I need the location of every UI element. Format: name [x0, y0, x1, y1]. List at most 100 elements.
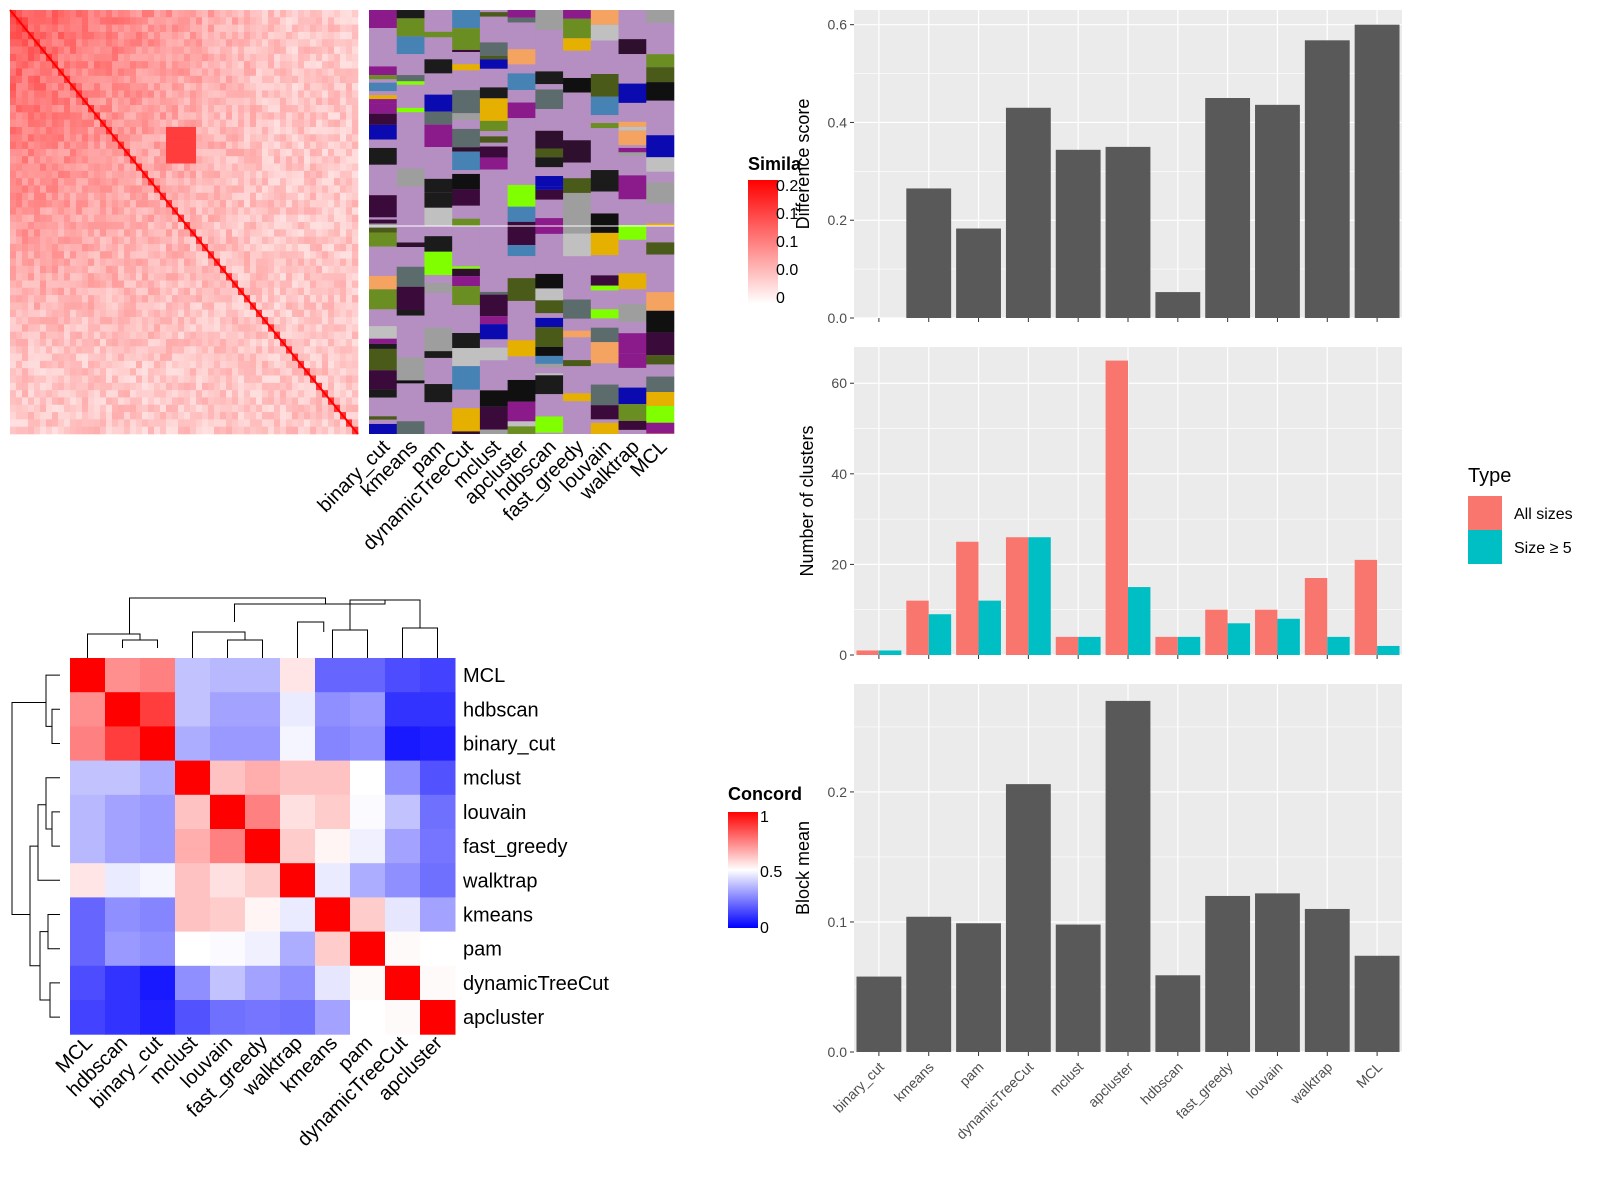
similarity-cell [328, 287, 335, 296]
similarity-cell [124, 412, 131, 420]
similarity-cell [346, 214, 353, 223]
similarity-cell [226, 112, 233, 120]
similarity-cell [154, 236, 161, 245]
similarity-cell [154, 222, 161, 230]
similarity-cell [88, 236, 95, 245]
similarity-cell [238, 170, 245, 179]
similarity-cell [196, 170, 203, 179]
similarity-cell [160, 346, 167, 354]
similarity-cell [286, 61, 293, 69]
similarity-cell [304, 229, 311, 237]
similarity-cell [208, 192, 215, 201]
similarity-cell [40, 53, 47, 62]
similarity-cell [10, 397, 17, 406]
similarity-cell [178, 251, 185, 259]
similarity-cell [274, 390, 281, 398]
similarity-cell [148, 141, 155, 150]
similarity-cell [244, 397, 251, 406]
similarity-cell [10, 192, 17, 201]
similarity-cell [112, 53, 119, 62]
similarity-cell [316, 375, 323, 384]
similarity-cell [46, 243, 53, 252]
similarity-cell [142, 192, 149, 201]
similarity-cell [52, 324, 59, 332]
similarity-cell [52, 273, 59, 281]
similarity-cell [316, 207, 323, 215]
similarity-cell [220, 419, 227, 427]
similarity-cell [118, 105, 125, 113]
similarity-cell [268, 24, 275, 33]
class-segment [563, 18, 592, 39]
similarity-cell [136, 97, 143, 106]
similarity-cell [52, 368, 59, 376]
similarity-cell [172, 390, 179, 398]
similarity-cell [268, 185, 275, 194]
similarity-cell [58, 397, 65, 406]
similarity-cell [328, 134, 335, 142]
similarity-cell [88, 251, 95, 259]
similarity-cell [238, 207, 245, 215]
similarity-cell [124, 324, 131, 332]
similarity-cell [322, 265, 329, 274]
similarity-cell [82, 295, 89, 303]
similarity-cell [292, 302, 299, 311]
similarity-cell [136, 273, 143, 281]
similarity-cell [58, 46, 65, 55]
similarity-cell [40, 331, 47, 340]
similarity-cell [220, 53, 227, 62]
bar [978, 600, 1001, 655]
similarity-cell [238, 360, 245, 369]
similarity-cell [82, 258, 89, 267]
similarity-cell [94, 163, 101, 172]
class-segment [507, 138, 536, 162]
similarity-cell [262, 170, 269, 179]
similarity-cell [208, 412, 215, 420]
similarity-cell [118, 258, 125, 267]
similarity-cell [10, 302, 17, 311]
similarity-cell [196, 105, 203, 113]
similarity-cell [310, 251, 317, 259]
similarity-cell [160, 265, 167, 274]
similarity-cell [238, 53, 245, 62]
similarity-cell [160, 302, 167, 311]
similarity-cell [76, 382, 83, 391]
concordance-cell [350, 692, 386, 727]
similarity-cell [262, 243, 269, 252]
similarity-cell [232, 126, 239, 135]
class-segment [590, 363, 619, 385]
class-segment [452, 225, 481, 249]
similarity-cell [220, 243, 227, 252]
similarity-cell [22, 251, 29, 259]
similarity-cell [208, 39, 215, 47]
similarity-cell [196, 148, 203, 157]
similarity-cell [190, 163, 197, 172]
similarity-cell [136, 265, 143, 274]
similarity-cell [274, 170, 281, 179]
similarity-cell [142, 68, 149, 77]
concordance-cell [175, 863, 211, 898]
similarity-cell [328, 53, 335, 62]
similarity-cell [172, 170, 179, 179]
similarity-cell [40, 222, 47, 230]
similarity-cell [214, 141, 221, 150]
similarity-cell [334, 236, 341, 245]
similarity-cell [226, 346, 233, 354]
similarity-cell [322, 83, 329, 91]
similarity-cell [328, 338, 335, 347]
similarity-cell [46, 119, 53, 128]
similarity-cell [262, 390, 269, 398]
class-segment [563, 98, 592, 110]
similarity-cell [250, 309, 257, 318]
similarity-cell [286, 338, 293, 347]
similarity-cell [286, 360, 293, 369]
similarity-cell [274, 134, 281, 142]
similarity-cell [292, 382, 299, 391]
similarity-cell [274, 61, 281, 69]
bar [956, 228, 1001, 318]
similarity-cell [352, 170, 359, 179]
class-segment [590, 213, 619, 233]
class-segment [563, 140, 592, 163]
similarity-cell [160, 90, 167, 99]
similarity-cell [88, 382, 95, 391]
similarity-cell [208, 61, 215, 69]
